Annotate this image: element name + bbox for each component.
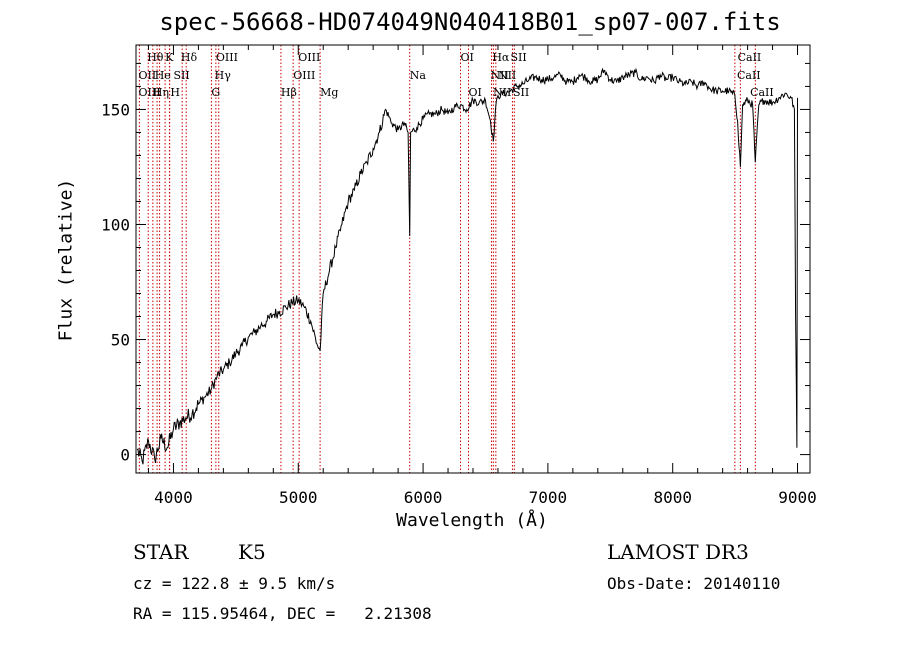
marker-label-caii: CaII [750, 86, 774, 99]
x-axis-label: Wavelength (Å) [396, 510, 548, 531]
obs-date: Obs-Date: 20140110 [607, 574, 781, 593]
x-tick-label: 4000 [154, 488, 193, 507]
y-tick-label: 150 [101, 100, 130, 119]
survey-name: LAMOST DR3 [607, 540, 749, 564]
series-layer [136, 67, 798, 465]
y-tick-label: 0 [120, 446, 130, 465]
chart-title: spec-56668-HD074049N040418B01_sp07-007.f… [159, 8, 781, 36]
marker-label-sii: SII [173, 69, 189, 82]
marker-label-nii: NII [490, 69, 508, 82]
marker-label-oiii: OIII [298, 51, 320, 64]
y-tick-label: 50 [111, 331, 130, 350]
plot-frame [135, 44, 811, 474]
marker-label-hδ: Hδ [181, 51, 198, 64]
marker-label-sii: SII [510, 51, 526, 64]
marker-label-hθ: Hθ [147, 51, 164, 64]
coordinates-readout: RA = 115.95464, DEC = 2.21308 [133, 604, 432, 623]
marker-label-caii: CaII [738, 51, 762, 64]
redshift-readout: cz = 122.8 ± 9.5 km/s [133, 574, 336, 593]
marker-label-nii: NII [498, 69, 516, 82]
marker-label-hβ: Hβ [281, 86, 297, 99]
marker-label-hα: Hα [492, 51, 510, 64]
marker-label-sii: SII [513, 86, 529, 99]
series-spectrum [136, 67, 798, 465]
object-class: STAR [133, 540, 189, 564]
axes: 4000 5000 6000 7000 8000 9000 0 50 100 150 [101, 44, 817, 507]
marker-label-oiii: OIII [216, 51, 238, 64]
marker-label-oi: OI [461, 51, 474, 64]
y-axis-label: Flux (relative) [55, 178, 77, 342]
marker-label-g: G [211, 86, 220, 99]
marker-label-k: K [165, 51, 174, 64]
marker-label-hη: Hη [153, 86, 169, 99]
marker-label-caii: CaII [737, 69, 761, 82]
marker-label-oii: OII [138, 69, 156, 82]
marker-label-h: H [170, 86, 180, 99]
marker-label-nii: NII [493, 86, 511, 99]
marker-label-oiii: OIII [138, 86, 160, 99]
object-subclass: K5 [238, 540, 266, 564]
line-markers [138, 45, 756, 473]
marker-label-oiii: OIII [293, 69, 315, 82]
x-tick-label: 7000 [529, 488, 568, 507]
marker-label-he: He [155, 69, 171, 82]
x-tick-label: 8000 [653, 488, 692, 507]
marker-label-hγ: Hγ [215, 69, 232, 82]
x-tick-label: 5000 [279, 488, 318, 507]
x-tick-label: 6000 [404, 488, 443, 507]
marker-label-na: Na [410, 69, 427, 82]
y-tick-label: 100 [101, 215, 130, 234]
x-tick-label: 9000 [778, 488, 817, 507]
marker-label-mg: Mg [320, 86, 338, 99]
marker-label-oi: OI [469, 86, 482, 99]
